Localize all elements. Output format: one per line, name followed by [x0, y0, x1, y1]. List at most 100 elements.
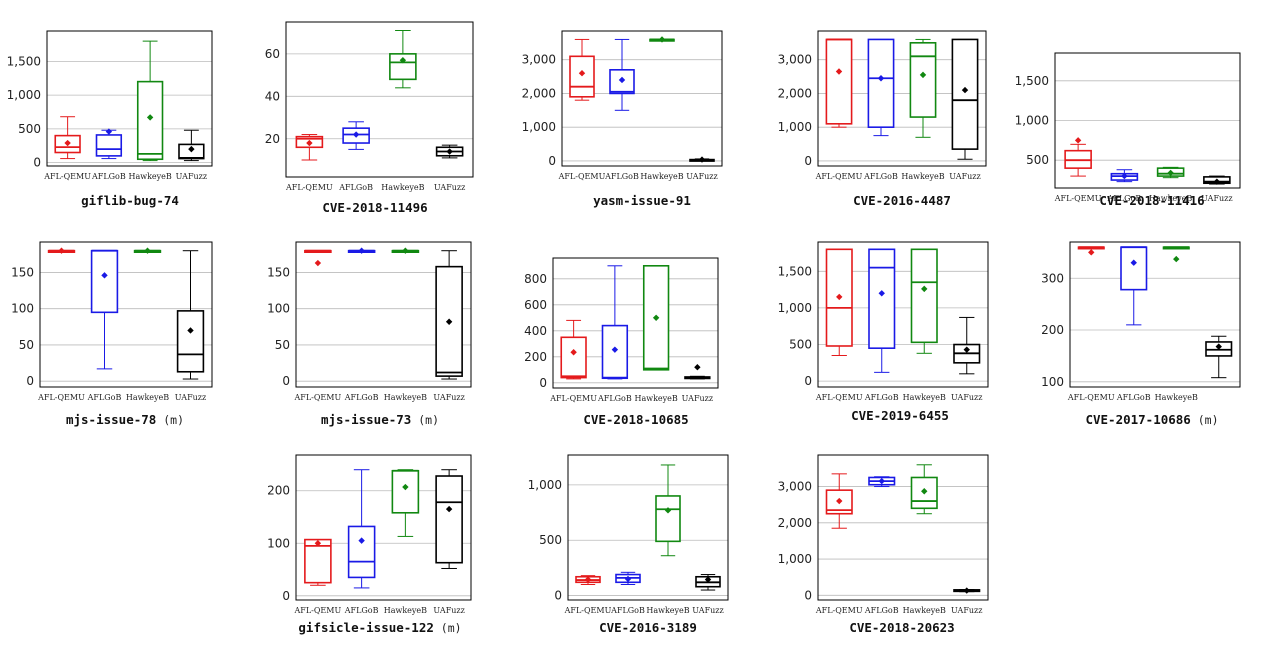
y-tick-label: 0: [804, 374, 812, 388]
category-label: UAFuzz: [692, 606, 723, 615]
category-label: UAFuzz: [686, 172, 717, 181]
y-tick-label: 1,000: [522, 120, 556, 134]
box-afl-qemu: [825, 248, 853, 357]
category-label: HawkeyeB: [646, 606, 689, 615]
y-tick-label: 100: [267, 536, 290, 550]
chart-title-text: CVE-2018-11416: [1099, 193, 1204, 208]
y-tick-label: 50: [275, 338, 290, 352]
category-label: AFLGoB: [863, 172, 898, 181]
category-label: HawkeyeB: [1149, 194, 1192, 203]
chart-title: CVE-2018-20623: [849, 620, 954, 635]
chart-panel: 0 50 100 150 AFL-QEMU AFLGoB HawkeyeB UAFuzz mjs…: [11, 241, 213, 427]
y-tick-label: 0: [282, 374, 290, 388]
mean-marker: [146, 114, 154, 121]
box-uafuzz: [435, 144, 464, 159]
mean-marker: [402, 247, 409, 254]
category-label: AFL-QEMU: [285, 183, 333, 192]
y-tick-label: 500: [18, 122, 41, 136]
mean-marker: [314, 259, 322, 267]
iqr-box: [601, 324, 629, 380]
category-label: AFL-QEMU: [815, 606, 863, 615]
chart-title: mjs-issue-78 (m): [66, 412, 184, 427]
mean-marker: [704, 576, 712, 583]
category-label: HawkeyeB: [384, 393, 427, 402]
iqr-box: [569, 55, 595, 98]
y-tick-label: 50: [19, 338, 34, 352]
box-afl-qemu: [47, 247, 76, 254]
chart-title: gifsicle-issue-122 (m): [298, 620, 461, 635]
category-label: AFL-QEMU: [294, 606, 342, 615]
mean-marker: [1130, 259, 1137, 266]
category-label: AFL-QEMU: [564, 606, 612, 615]
category-label: AFL-QEMU: [815, 393, 863, 402]
y-tick-label: 500: [789, 338, 812, 352]
mean-marker: [835, 68, 843, 75]
mean-marker: [402, 483, 409, 491]
mean-marker: [570, 349, 577, 356]
box-hawkeyeb: [391, 469, 420, 537]
mean-marker: [961, 86, 969, 94]
y-tick-label: 200: [267, 484, 290, 498]
mean-marker: [836, 497, 843, 505]
plot-frame: [552, 257, 719, 389]
y-tick-label: 150: [267, 265, 290, 279]
mean-marker: [445, 318, 453, 325]
plot-frame: [295, 454, 472, 601]
mean-marker: [1074, 137, 1082, 144]
box-aflgob: [90, 249, 119, 370]
plot-frame: [561, 30, 723, 167]
chart-title-text: mjs-issue-73: [321, 412, 411, 427]
box-afl-qemu: [1077, 246, 1105, 256]
y-tick-label: 400: [524, 324, 547, 338]
iqr-box: [867, 38, 895, 128]
box-afl-qemu: [560, 319, 587, 380]
y-tick-label: 3,000: [522, 53, 556, 67]
box-aflgob: [601, 265, 629, 380]
mean-marker: [188, 145, 195, 153]
box-hawkeyeb: [1162, 246, 1190, 263]
chart-panel: 500 1,000 1,500 AFL-QEMU AFLGoB HawkeyeB UAFuz…: [1015, 52, 1241, 208]
chart-title-text: giflib-bug-74: [81, 193, 179, 208]
box-afl-qemu: [575, 575, 601, 586]
mean-marker: [618, 76, 626, 84]
mean-marker: [664, 507, 672, 514]
mean-marker: [836, 293, 843, 301]
category-label: AFLGoB: [91, 172, 126, 181]
box-aflgob: [342, 121, 370, 150]
box-afl-qemu: [304, 249, 332, 267]
y-tick-label: 1,000: [528, 478, 562, 492]
y-tick-label: 0: [548, 154, 556, 168]
box-aflgob: [95, 128, 123, 160]
mean-marker: [877, 75, 885, 82]
mean-marker: [921, 488, 928, 495]
box-uafuzz: [435, 469, 463, 569]
iqr-box: [1120, 246, 1148, 291]
category-label: AFLGoB: [864, 606, 899, 615]
iqr-box: [435, 475, 463, 564]
category-label: HawkeyeB: [903, 393, 946, 402]
iqr-box: [95, 134, 123, 157]
category-label: AFLGoB: [864, 393, 899, 402]
y-tick-label: 2,000: [522, 86, 556, 100]
box-uafuzz: [435, 250, 463, 380]
chart-title-text: yasm-issue-91: [593, 193, 691, 208]
box-uafuzz: [953, 316, 981, 375]
chart-title-text: CVE-2016-3189: [599, 620, 697, 635]
box-aflgob: [347, 469, 376, 589]
y-tick-label: 100: [11, 302, 34, 316]
box-aflgob: [609, 38, 635, 111]
y-tick-label: 150: [11, 265, 34, 279]
box-aflgob: [347, 247, 376, 254]
mean-marker: [878, 290, 885, 297]
y-tick-label: 0: [539, 376, 547, 390]
chart-title: CVE-2018-11496: [322, 200, 427, 215]
chart-title-text: gifsicle-issue-122: [298, 620, 433, 635]
box-hawkeyeb: [391, 247, 420, 254]
y-tick-label: 1,500: [778, 264, 812, 278]
y-tick-label: 0: [554, 589, 562, 603]
box-hawkeyeb: [136, 40, 164, 162]
